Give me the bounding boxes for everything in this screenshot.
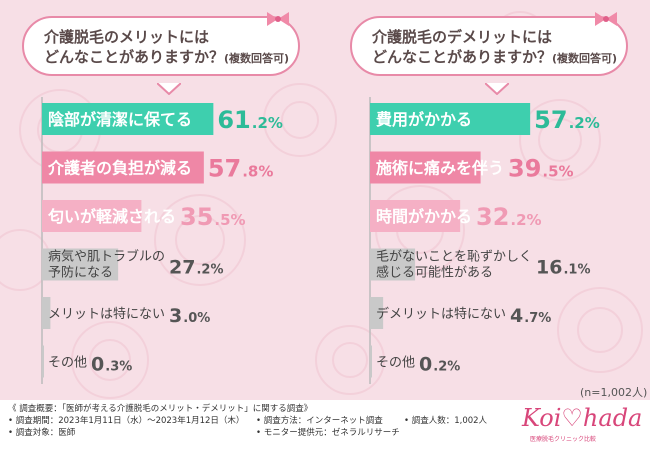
merit-value-label: 57 [208,155,241,183]
demerit-value-label: 39 [508,155,541,183]
merit-category-label: メリットは特にない [48,307,165,322]
demerit-value-decimal: .2% [510,211,541,229]
demerit-question-tail [485,83,509,95]
survey-target: • 調査対象：医師 [8,428,76,438]
survey-provider: • モニター提供元：ゼネラルリサーチ [256,428,400,438]
demerit-question-note: (複数回答可) [552,52,618,65]
demerit-value-label: 57 [534,106,567,134]
merit-question-text: どんなことがありますか？ [44,48,225,66]
merit-value-label: 3 [169,305,182,327]
merit-value-decimal: .8% [242,163,273,181]
merit-question-tail [157,83,181,95]
merit-value-label: 61 [217,106,250,134]
demerit-value-decimal: .5% [542,163,573,181]
merit-bar [42,248,119,281]
demerit-category-label: 時間がかかる [376,207,472,226]
merit-value-decimal: .2% [252,114,283,132]
survey-period: • 調査期間：2023年1月11日（水）〜2023年1月12日（木） [8,416,245,426]
demerit-value-decimal: .2% [433,360,460,375]
demerit-bar [370,103,531,135]
merit-value-label: 0 [91,354,104,376]
demerit-bar [370,248,416,281]
ribbon-icon [595,12,617,26]
demerit-bar [370,151,481,184]
logo-text: Koi♡hada [522,404,643,432]
demerit-chart: 費用がかかる 57.2%施術に痛みを伴う 39.5%時間がかかる 32.2%毛がないこ… [369,97,600,384]
demerit-bar [370,200,461,232]
sample-size-label: (n=1,002人) [580,386,648,399]
demerit-value-label: 4 [510,305,523,327]
demerit-category-label: デメリットは特にない [376,306,506,322]
demerit-value-label: 0 [419,354,432,376]
demerit-question-text: どんなことがありますか？ [372,48,553,66]
merit-category-label: 陰部が清潔に保てる [48,110,192,129]
merit-bar [42,297,51,329]
demerit-category-label: 費用がかかる [376,110,472,129]
demerit-value-decimal: .7% [524,311,551,326]
demerit-question-box: 介護脱毛のデメリットには どんなことがありますか？(複数回答可) [350,12,628,76]
demerit-value-decimal: .2% [569,114,600,132]
merit-question-box: 介護脱毛のメリットには どんなことがありますか？(複数回答可) [22,12,300,76]
merit-category-label: 匂いが軽減される [47,207,176,226]
merit-category-label: 病気や肌トラブルの [48,249,165,265]
demerit-question-line1: 介護脱毛のデメリットには [372,28,553,46]
demerit-bar [370,345,372,378]
demerit-panel: 費用がかかる 57.2% 施術に痛みを伴う 39.5% 時間がかかる 32.2% 毛がないこ… [334,8,644,393]
merit-value-decimal: .2% [196,263,223,278]
demerit-category-label: その他 [376,356,415,371]
merit-panel: 陰部が清潔に保てる 61.2% 介護者の負担が減る 57.8% 匂いが軽減される 35.5… [6,8,316,393]
survey-title: 《 調査概要：「医師が考える介護脱毛のメリット・デメリット」に関する調査》 [8,404,313,414]
logo-subtitle: 医療脱毛クリニック比較 [530,436,597,443]
footer-band [0,400,650,450]
merit-value-decimal: .3% [105,360,132,375]
koihada-logo: Koi♡hada 医療脱毛クリニック比較 [522,402,642,446]
merit-question-line1: 介護脱毛のメリットには [44,28,210,46]
demerit-category-label: 毛がないことを恥ずかしく [376,250,532,265]
demerit-category-label: 施術に痛みを伴う [376,159,504,178]
merit-question-line2: どんなことがありますか？(複数回答可) [44,47,298,69]
merit-value-label: 27 [169,257,195,279]
demerit-question-line2: どんなことがありますか？(複数回答可) [372,47,626,69]
merit-bar [42,151,204,184]
merit-category-label: 介護者の負担が減る [47,159,192,178]
survey-method: • 調査方法：インターネット調査 [256,416,383,426]
demerit-category-label: 感じる可能性がある [376,265,493,281]
survey-overview: 《 調査概要：「医師が考える介護脱毛のメリット・デメリット」に関する調査》 • … [8,404,508,448]
merit-value-label: 35 [180,203,213,231]
merit-value-decimal: .0% [183,311,210,326]
demerit-bar [370,297,384,329]
merit-bar [42,200,142,232]
merit-category-label: その他 [48,356,87,371]
demerit-value-decimal: .1% [563,263,590,278]
merit-category-label: 予防になる [48,265,113,281]
merit-question-note: (複数回答可) [224,52,290,65]
survey-count: • 調査人数：1,002人 [404,416,488,426]
merit-value-decimal: .5% [214,211,245,229]
demerit-value-label: 32 [476,203,509,231]
merit-bar [42,103,214,135]
merit-bar [42,345,44,378]
ribbon-icon [267,12,289,26]
demerit-value-label: 16 [536,257,562,279]
merit-chart: 陰部が清潔に保てる 61.2%介護者の負担が減る 57.8%匂いが軽減される 35.5… [41,97,283,384]
